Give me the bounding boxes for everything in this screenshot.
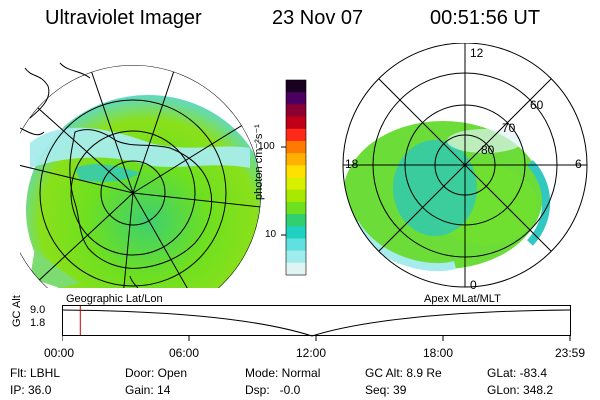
lat-lon-grid bbox=[20, 65, 261, 288]
gain-status: Gain: 14 bbox=[125, 383, 171, 397]
timeline-tick-1800: 18:00 bbox=[423, 346, 454, 360]
instrument-title: Ultraviolet Imager bbox=[45, 7, 202, 29]
timeline-ymin: 1.8 bbox=[30, 317, 46, 329]
colorbar-cell bbox=[286, 238, 306, 252]
mode-status: Mode: Normal bbox=[245, 366, 321, 380]
date-label: 23 Nov 07 bbox=[272, 7, 364, 29]
colorbar-cell bbox=[286, 165, 306, 178]
colorbar-tick-10: 10 bbox=[265, 229, 277, 240]
mlat-label-60: 60 bbox=[530, 98, 544, 112]
colorbar bbox=[281, 79, 307, 276]
colorbar-tick-100: 100 bbox=[258, 141, 275, 152]
timeline-tick-0000: 00:00 bbox=[44, 346, 75, 360]
glat-status: GLat: -83.4 bbox=[487, 366, 548, 380]
colorbar-cell bbox=[286, 80, 306, 93]
gc-alt-status: GC Alt: 8.9 Re bbox=[365, 366, 442, 380]
colorbar-cell bbox=[286, 92, 306, 105]
timeline-tick-1200: 12:00 bbox=[296, 346, 327, 360]
colorbar-unit-label: photon cm⁻²s⁻¹ bbox=[253, 124, 265, 200]
timeline-ticks bbox=[62, 335, 571, 341]
colorbar-scale bbox=[286, 80, 306, 276]
time-label: 00:51:56 UT bbox=[430, 7, 541, 29]
right-map-label: Apex MLat/MLT bbox=[424, 293, 501, 305]
mlat-label-70: 70 bbox=[502, 121, 516, 135]
timeline-tick-2359: 23:59 bbox=[555, 346, 586, 360]
mlat-mlt-grid bbox=[342, 43, 588, 288]
colorbar-cell bbox=[286, 140, 306, 154]
glon-status: GLon: 348.2 bbox=[487, 383, 554, 397]
colorbar-cell bbox=[286, 189, 306, 203]
timeline-axis-label: GC Alt bbox=[11, 295, 23, 327]
colorbar-cell bbox=[286, 250, 306, 264]
colorbar-cell bbox=[286, 201, 306, 215]
timeline-ymax: 9.0 bbox=[30, 304, 46, 316]
colorbar-cell bbox=[286, 153, 306, 166]
colorbar-cell bbox=[286, 104, 306, 118]
geographic-polar-map bbox=[20, 62, 261, 288]
timeline-tick-0600: 06:00 bbox=[169, 346, 200, 360]
door-status: Door: Open bbox=[125, 366, 188, 380]
mlt-label-6: 6 bbox=[575, 157, 582, 171]
dsp-status: Dsp: -0.0 bbox=[245, 383, 301, 397]
colorbar-cell bbox=[286, 226, 306, 239]
colorbar-cell bbox=[286, 128, 306, 142]
altitude-timeline bbox=[62, 305, 571, 341]
coastline-outline bbox=[20, 62, 213, 288]
colorbar-cell bbox=[286, 214, 306, 227]
mlt-label-18: 18 bbox=[345, 157, 359, 171]
auroral-oval bbox=[343, 121, 551, 272]
mlt-label-12: 12 bbox=[470, 46, 484, 60]
altitude-curve bbox=[62, 309, 571, 337]
left-map-label: Geographic Lat/Lon bbox=[66, 293, 163, 305]
colorbar-cell bbox=[286, 116, 306, 130]
seq-status: Seq: 39 bbox=[365, 383, 407, 397]
filter-status: Flt: LBHL bbox=[10, 366, 61, 380]
ip-status: IP: 36.0 bbox=[10, 383, 52, 397]
mlt-label-0: 0 bbox=[470, 278, 477, 292]
mlat-label-80: 80 bbox=[481, 143, 495, 157]
magnetic-polar-map: 12 18 6 0 60 70 80 bbox=[342, 43, 588, 292]
colorbar-cell bbox=[286, 262, 306, 276]
colorbar-cell bbox=[286, 177, 306, 191]
